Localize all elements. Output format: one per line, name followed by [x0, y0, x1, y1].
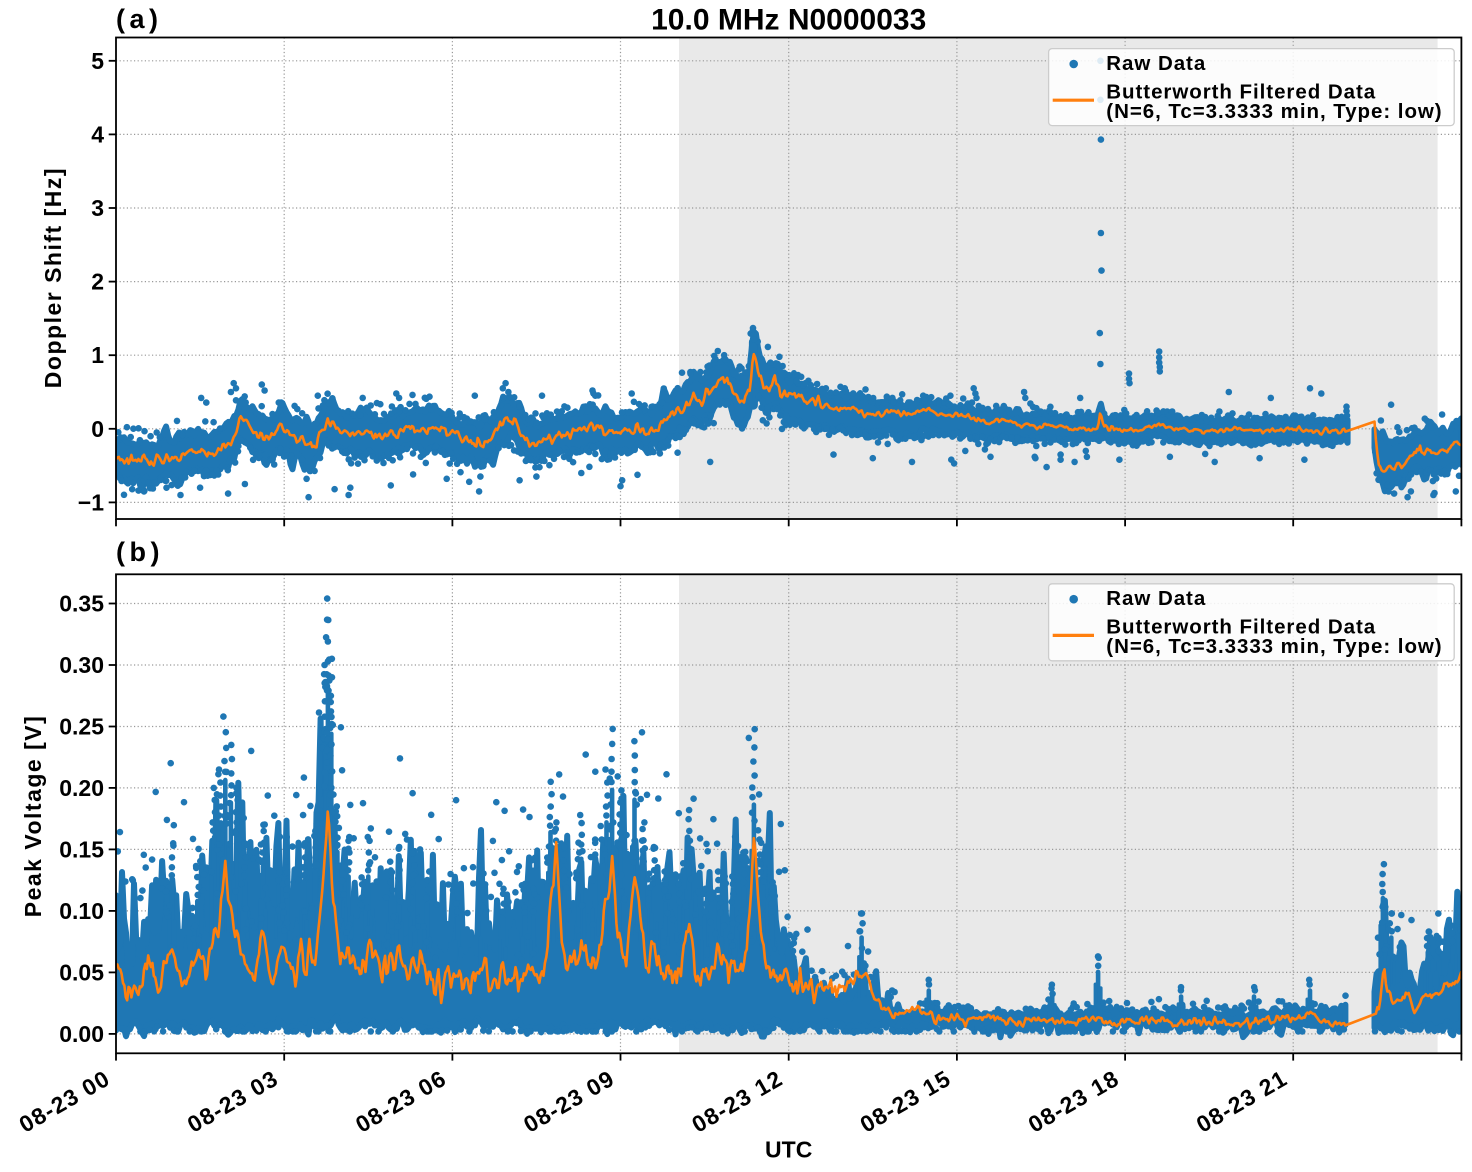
svg-text:0.20: 0.20: [59, 775, 104, 801]
svg-text:Butterworth Filtered Data: Butterworth Filtered Data: [1106, 80, 1376, 103]
svg-text:0.10: 0.10: [59, 898, 104, 924]
svg-text:5: 5: [91, 48, 104, 74]
svg-text:(a): (a): [116, 4, 163, 34]
svg-text:Peak Voltage [V]: Peak Voltage [V]: [20, 715, 46, 918]
svg-text:0.25: 0.25: [59, 714, 104, 740]
svg-text:1: 1: [91, 342, 104, 368]
svg-text:(N=6, Tc=3.3333 min, Type: low: (N=6, Tc=3.3333 min, Type: low): [1106, 635, 1442, 658]
svg-text:0.15: 0.15: [59, 836, 104, 862]
svg-text:(b): (b): [116, 537, 164, 567]
svg-text:0: 0: [91, 416, 104, 442]
svg-text:Butterworth Filtered Data: Butterworth Filtered Data: [1106, 616, 1376, 639]
svg-text:Raw Data: Raw Data: [1106, 52, 1206, 75]
svg-text:−1: −1: [78, 489, 104, 515]
svg-text:0.05: 0.05: [59, 959, 104, 985]
svg-text:Raw Data: Raw Data: [1106, 587, 1206, 610]
svg-text:2: 2: [91, 269, 104, 295]
svg-text:UTC: UTC: [765, 1137, 812, 1163]
svg-text:4: 4: [91, 121, 104, 147]
svg-text:0.35: 0.35: [59, 591, 104, 617]
svg-text:3: 3: [91, 195, 104, 221]
svg-text:0.30: 0.30: [59, 652, 104, 678]
svg-text:0.00: 0.00: [59, 1021, 104, 1047]
svg-text:Doppler Shift [Hz]: Doppler Shift [Hz]: [40, 167, 66, 388]
svg-text:10.0 MHz N0000033: 10.0 MHz N0000033: [651, 4, 926, 37]
svg-text:(N=6, Tc=3.3333 min, Type: low: (N=6, Tc=3.3333 min, Type: low): [1106, 100, 1442, 123]
